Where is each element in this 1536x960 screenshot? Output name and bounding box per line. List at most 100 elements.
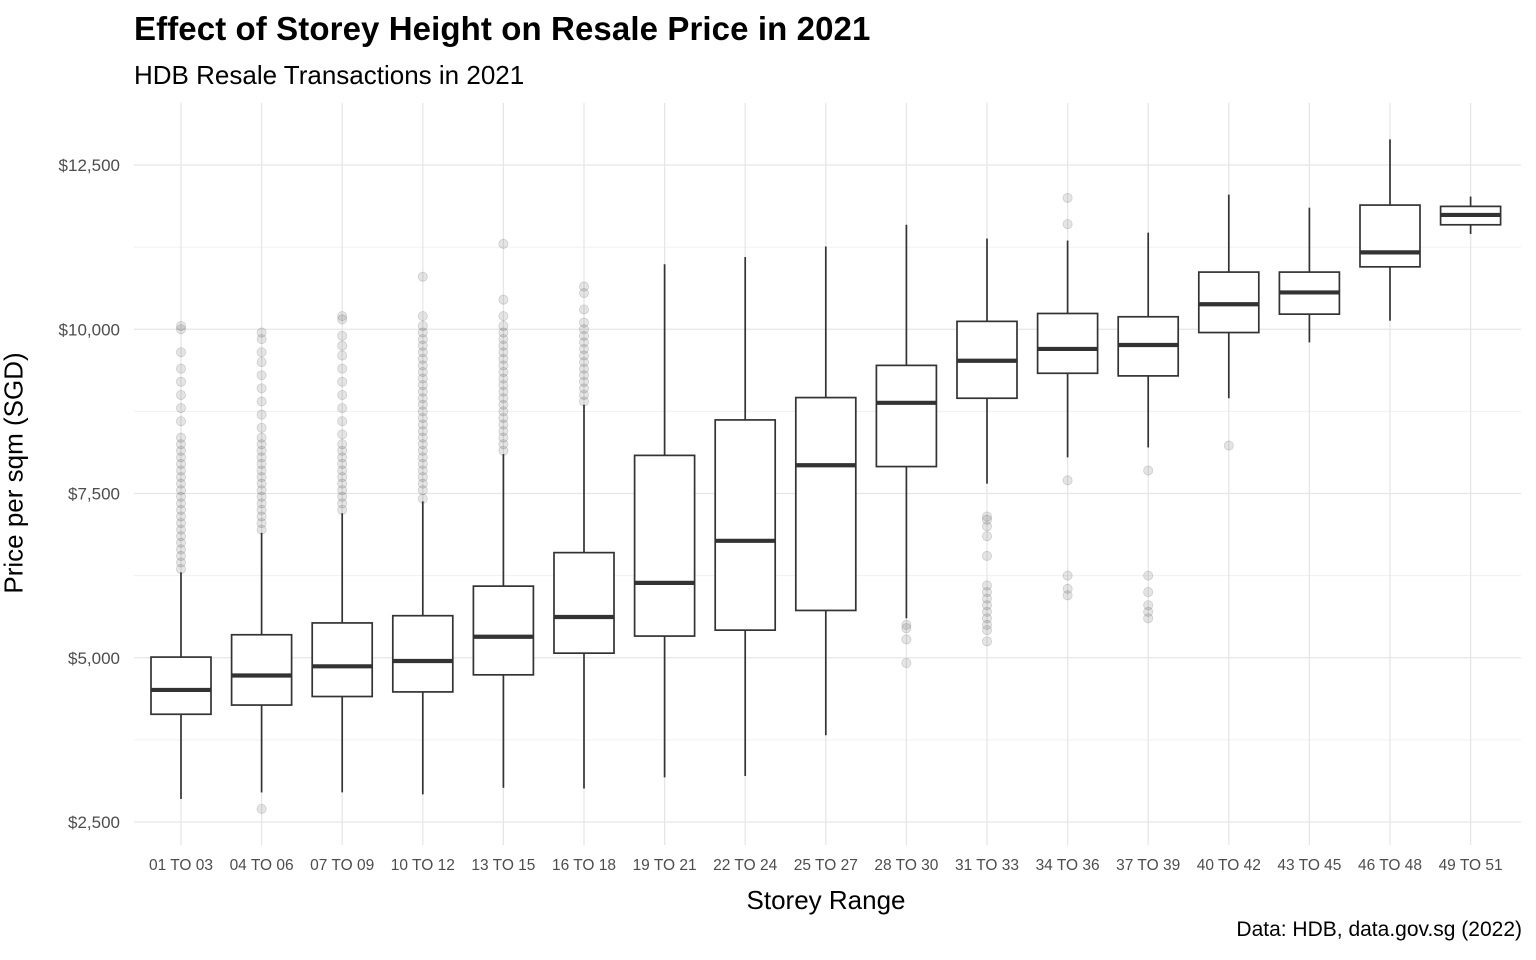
- chart-subtitle: HDB Resale Transactions in 2021: [134, 60, 525, 90]
- x-axis-label: Storey Range: [746, 885, 906, 915]
- chart-title: Effect of Storey Height on Resale Price …: [134, 10, 871, 47]
- box-iqr: [794, 396, 857, 612]
- outlier-point: [337, 472, 348, 483]
- outlier-point: [498, 366, 509, 377]
- y-axis-label: Price per sqm (SGD): [0, 352, 29, 594]
- outlier-point: [256, 432, 267, 443]
- outlier-point: [337, 485, 348, 496]
- outlier-point: [337, 376, 348, 387]
- outlier-point: [337, 458, 348, 469]
- outlier-point: [498, 311, 509, 322]
- outlier-point: [175, 472, 186, 483]
- outlier-point: [982, 587, 993, 598]
- outlier-point: [498, 360, 509, 371]
- outlier-point: [256, 445, 267, 456]
- outlier-point: [337, 389, 348, 400]
- outlier-point: [498, 439, 509, 450]
- outlier-point: [175, 544, 186, 555]
- x-tick-label: 01 TO 03: [149, 857, 213, 874]
- outlier-point: [175, 416, 186, 427]
- outlier-point: [337, 311, 348, 322]
- outlier-point: [498, 380, 509, 391]
- outlier-point: [175, 347, 186, 358]
- outlier-point: [417, 347, 428, 358]
- x-tick-label: 16 TO 18: [552, 857, 616, 874]
- outlier-point: [1062, 475, 1073, 486]
- outlier-point: [175, 550, 186, 561]
- outlier-point: [256, 452, 267, 463]
- outlier-point: [175, 531, 186, 542]
- outlier-point: [175, 320, 186, 331]
- outlier-point: [256, 491, 267, 502]
- outlier-point: [337, 445, 348, 456]
- outlier-point: [417, 353, 428, 364]
- outlier-point: [256, 439, 267, 450]
- box-iqr: [311, 622, 374, 698]
- outlier-point: [498, 445, 509, 456]
- outlier-point: [417, 485, 428, 496]
- outlier-point: [175, 478, 186, 489]
- outlier-point: [417, 380, 428, 391]
- outlier-point: [175, 403, 186, 414]
- x-tick-label: 49 TO 51: [1439, 857, 1503, 874]
- outlier-point: [417, 393, 428, 404]
- outlier-point: [982, 600, 993, 611]
- outlier-point: [417, 493, 428, 504]
- x-tick-label: 34 TO 36: [1036, 857, 1100, 874]
- outlier-point: [498, 320, 509, 331]
- outlier-point: [175, 557, 186, 568]
- outlier-point: [498, 432, 509, 443]
- outlier-point: [1062, 570, 1073, 581]
- outlier-point: [256, 422, 267, 433]
- outlier-point: [417, 271, 428, 282]
- outlier-point: [175, 465, 186, 476]
- outlier-point: [417, 311, 428, 322]
- outlier-point: [498, 386, 509, 397]
- outlier-point: [337, 491, 348, 502]
- outlier-point: [579, 383, 590, 394]
- outlier-point: [256, 511, 267, 522]
- outlier-point: [901, 623, 912, 634]
- outlier-point: [337, 439, 348, 450]
- y-tick-label: $12,500: [59, 156, 120, 175]
- outlier-point: [175, 376, 186, 387]
- outlier-point: [175, 432, 186, 443]
- outlier-point: [256, 465, 267, 476]
- outlier-point: [417, 412, 428, 423]
- outlier-point: [417, 472, 428, 483]
- outlier-point: [417, 465, 428, 476]
- box-iqr: [633, 454, 696, 637]
- x-tick-label: 10 TO 12: [391, 857, 455, 874]
- outlier-point: [579, 343, 590, 354]
- outlier-point: [417, 478, 428, 489]
- outlier-point: [982, 636, 993, 647]
- outlier-point: [337, 498, 348, 509]
- outlier-point: [256, 370, 267, 381]
- x-tick-label: 22 TO 24: [713, 857, 777, 874]
- outlier-point: [579, 317, 590, 328]
- outlier-point: [256, 485, 267, 496]
- outlier-point: [901, 634, 912, 645]
- outlier-point: [579, 288, 590, 299]
- outlier-point: [417, 406, 428, 417]
- outlier-point: [982, 593, 993, 604]
- outlier-point: [982, 531, 993, 542]
- outlier-point: [982, 514, 993, 525]
- outlier-point: [1143, 613, 1154, 624]
- x-tick-label: 07 TO 09: [310, 857, 374, 874]
- outlier-point: [337, 465, 348, 476]
- outlier-point: [175, 504, 186, 515]
- outlier-point: [1143, 465, 1154, 476]
- outlier-point: [417, 373, 428, 384]
- outlier-point: [256, 357, 267, 368]
- outlier-point: [175, 524, 186, 535]
- box-iqr: [150, 656, 212, 716]
- outlier-point: [1062, 219, 1073, 230]
- x-tick-label: 37 TO 39: [1116, 857, 1180, 874]
- outlier-point: [175, 511, 186, 522]
- outlier-point: [1143, 570, 1154, 581]
- outlier-point: [579, 363, 590, 374]
- outlier-point: [256, 504, 267, 515]
- outlier-point: [498, 353, 509, 364]
